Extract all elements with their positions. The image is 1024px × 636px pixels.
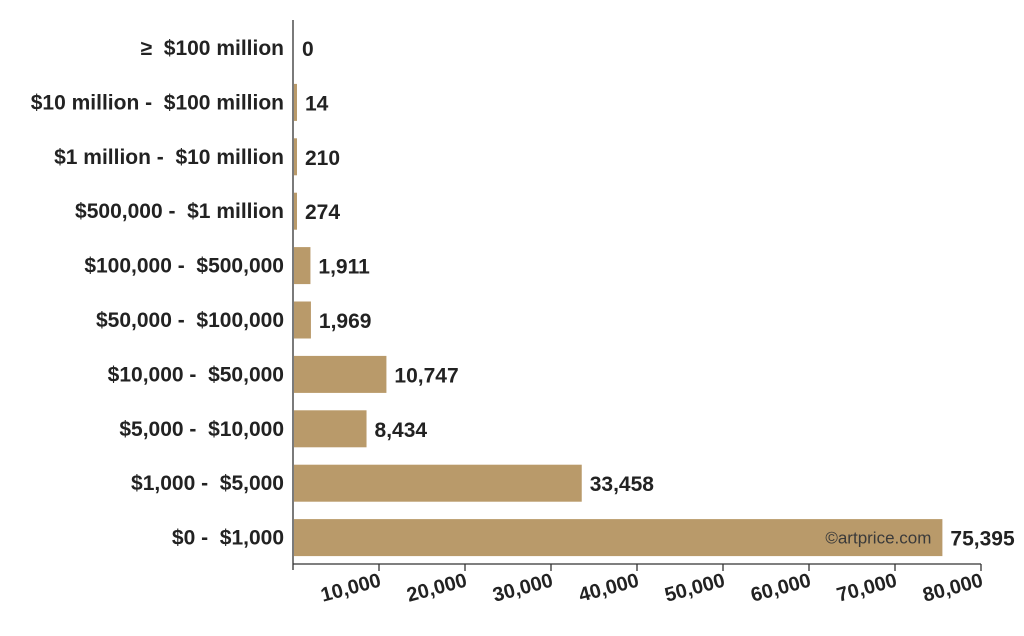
data-label: 14	[305, 92, 329, 115]
category-label: $10 million - $100 million	[31, 91, 284, 114]
bar	[294, 410, 367, 448]
category-label: $100,000 - $500,000	[84, 255, 284, 278]
x-tick-label: 20,000	[405, 570, 470, 607]
data-label: 210	[305, 147, 340, 170]
bar	[294, 519, 943, 557]
category-label: $10,000 - $50,000	[108, 363, 284, 386]
bar	[294, 192, 297, 230]
data-label: 75,395	[950, 528, 1015, 551]
x-tick-label: 60,000	[749, 570, 814, 607]
x-tick-label: 40,000	[577, 570, 642, 607]
category-label: $5,000 - $10,000	[119, 418, 284, 441]
watermark: ©artprice.com	[825, 529, 931, 548]
x-tick-label: 10,000	[319, 570, 384, 607]
data-label: 8,434	[375, 419, 428, 442]
bars	[294, 83, 943, 557]
category-label: $0 - $1,000	[172, 527, 284, 550]
category-label: $1 million - $10 million	[54, 146, 284, 169]
bar	[294, 301, 311, 339]
value-labels: 0 14 210 274 1,911 1,969 10,747 8,434 33,458 75,3…	[302, 38, 1015, 551]
bar	[294, 83, 297, 121]
x-tick-label: 80,000	[921, 570, 986, 607]
bar	[294, 464, 582, 502]
category-label: ≥ $100 million	[141, 37, 284, 60]
category-label: $500,000 - $1 million	[75, 200, 284, 223]
data-label: 0	[302, 38, 314, 61]
x-tick-label: 30,000	[491, 570, 556, 607]
bar	[294, 247, 311, 285]
data-label: 1,911	[318, 256, 370, 279]
data-label: 1,969	[319, 310, 372, 333]
x-tick-label: 70,000	[835, 570, 900, 607]
data-label: 33,458	[590, 473, 655, 496]
data-label: 274	[305, 201, 340, 224]
data-label: 10,747	[394, 364, 458, 387]
bar	[294, 138, 297, 176]
category-labels: ≥ $100 million $10 million - $100 million…	[31, 37, 284, 550]
x-axis-tick-labels: 10,000 20,000 30,000 40,000 50,000 60,000 70,0…	[319, 570, 986, 607]
x-axis-ticks	[378, 564, 982, 571]
bar	[294, 355, 387, 393]
category-label: $1,000 - $5,000	[131, 472, 284, 495]
category-label: $50,000 - $100,000	[96, 309, 284, 332]
x-tick-label: 50,000	[663, 570, 728, 607]
